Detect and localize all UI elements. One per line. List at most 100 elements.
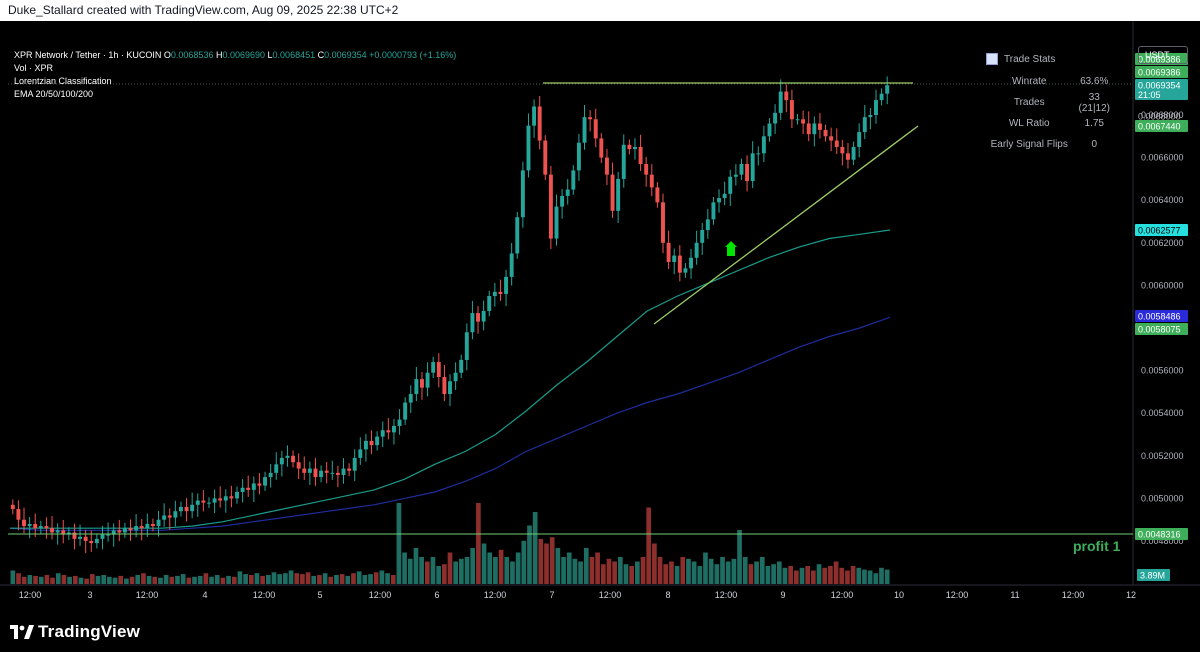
volume-bar xyxy=(515,552,521,584)
volume-bar xyxy=(84,578,89,584)
volume-bar xyxy=(300,574,305,584)
volume-bar xyxy=(748,564,754,584)
price-label-text: 0.0058075 xyxy=(1138,325,1181,335)
volume-bar xyxy=(669,561,674,584)
candle-body xyxy=(733,174,738,177)
candle-body xyxy=(335,472,340,475)
time-tick-label: 12:00 xyxy=(484,590,507,600)
volume-label-box xyxy=(1137,569,1170,581)
volume-bar xyxy=(703,552,708,584)
legend-symbol-row[interactable]: XPR Network / Tether · 1h · KUCOIN O0.00… xyxy=(14,49,456,62)
volume-bar xyxy=(248,575,254,584)
candle-body xyxy=(515,217,520,254)
volume-bar xyxy=(856,567,862,584)
legend-indicator[interactable]: Lorentzian Classification xyxy=(14,76,112,86)
candle-body xyxy=(576,142,581,171)
time-tick-label: 12:00 xyxy=(715,590,738,600)
candle-body xyxy=(341,468,346,475)
tradingview-logo[interactable]: TradingView xyxy=(10,622,140,642)
trade-stats-panel: Trade Stats Winrate 63.6% Trades 33 (21|12… xyxy=(980,51,1115,155)
volume-bar xyxy=(129,576,135,584)
candle-body xyxy=(302,468,307,473)
volume-bar xyxy=(646,507,652,584)
legend-volume[interactable]: Vol · XPR xyxy=(14,63,54,73)
candle-body xyxy=(784,91,789,101)
volume-bar xyxy=(850,566,856,584)
legend-ema[interactable]: EMA 20/50/100/200 xyxy=(14,89,94,99)
candle-body xyxy=(840,146,845,154)
volume-bar xyxy=(317,575,322,584)
time-tick-label: 12:00 xyxy=(599,590,622,600)
volume-bar xyxy=(737,530,742,584)
candle-body xyxy=(94,538,99,544)
candle-body xyxy=(78,536,83,539)
candle-body xyxy=(717,198,722,203)
candle-body xyxy=(874,100,878,115)
candle-body xyxy=(722,193,727,199)
time-axis[interactable]: 12:00 3 12:00 4 12:00 5 12:00 6 12:00 7 12:00 8 12:0… xyxy=(19,590,1136,600)
volume-bar xyxy=(566,552,572,584)
candle-body xyxy=(520,170,525,218)
volume-bar xyxy=(288,570,294,584)
candle-body xyxy=(173,511,178,518)
volume-bar xyxy=(884,569,890,584)
candle-body xyxy=(246,487,251,490)
stats-row-winrate: Winrate 63.6% xyxy=(980,71,1110,92)
candle-body xyxy=(134,526,139,531)
volume-bar xyxy=(436,566,441,584)
stats-value: 63.6% xyxy=(1080,75,1109,87)
support-trendline[interactable] xyxy=(653,125,919,325)
candle-body xyxy=(100,534,105,539)
volume-bar xyxy=(572,558,578,584)
candle-body xyxy=(756,153,761,155)
candle-body xyxy=(44,526,49,529)
chart-frame[interactable]: profit 1 0.0068000 0.0066000 0.0064000 0.00… xyxy=(0,21,1200,608)
candle-body xyxy=(823,129,828,137)
candle-body xyxy=(571,170,576,190)
candle-body xyxy=(380,430,385,437)
candle-body xyxy=(425,372,430,388)
volume-bar xyxy=(419,557,424,584)
volume-bar xyxy=(209,576,214,584)
stats-value: 33 (21|12) xyxy=(1078,91,1111,114)
candle-body xyxy=(610,174,615,211)
volume-bar xyxy=(782,567,788,584)
candle-body xyxy=(448,381,452,395)
volume-bar xyxy=(481,543,487,584)
attribution-text: Duke_Stallard created with TradingView.c… xyxy=(8,3,399,17)
volume-bar xyxy=(237,571,243,584)
candle-body xyxy=(442,376,447,395)
volume-bar xyxy=(424,561,430,584)
stats-label: Early Signal Flips xyxy=(990,138,1068,150)
candle-body xyxy=(649,174,654,188)
candle-body xyxy=(156,519,161,527)
volume-bar xyxy=(788,566,793,584)
volume-bar xyxy=(805,566,811,584)
volume-bar xyxy=(38,576,44,584)
volume-bar xyxy=(663,564,669,584)
candle-body xyxy=(313,468,318,478)
volume-bar xyxy=(396,503,402,584)
attribution-bar: Duke_Stallard created with TradingView.c… xyxy=(0,0,1200,21)
volume-bar xyxy=(657,557,663,584)
candle-body xyxy=(470,313,475,333)
candle-body xyxy=(122,528,127,533)
trade-stats-title: Trade Stats xyxy=(1004,53,1056,65)
legend-symbol[interactable]: XPR Network / Tether · 1h · KUCOIN xyxy=(14,50,162,60)
countdown-text: 21:05 xyxy=(1138,90,1161,100)
price-label-box xyxy=(1135,528,1188,540)
candle-body xyxy=(638,146,643,164)
candle-body xyxy=(319,470,324,478)
volume-bar xyxy=(169,576,175,584)
candle-body xyxy=(436,362,441,377)
price-chart[interactable]: profit 1 0.00680000.00660000.00640000.00… xyxy=(0,21,1200,608)
open-label: O xyxy=(163,50,171,60)
candle-body xyxy=(537,106,542,141)
tradingview-brand: TradingView xyxy=(38,622,141,641)
candle-body xyxy=(145,523,150,529)
volume-bar xyxy=(163,575,169,584)
candle-body xyxy=(72,532,77,539)
high-label: H xyxy=(215,50,223,60)
currency-button[interactable]: USDT xyxy=(1138,46,1188,64)
volume-bar xyxy=(351,573,356,584)
